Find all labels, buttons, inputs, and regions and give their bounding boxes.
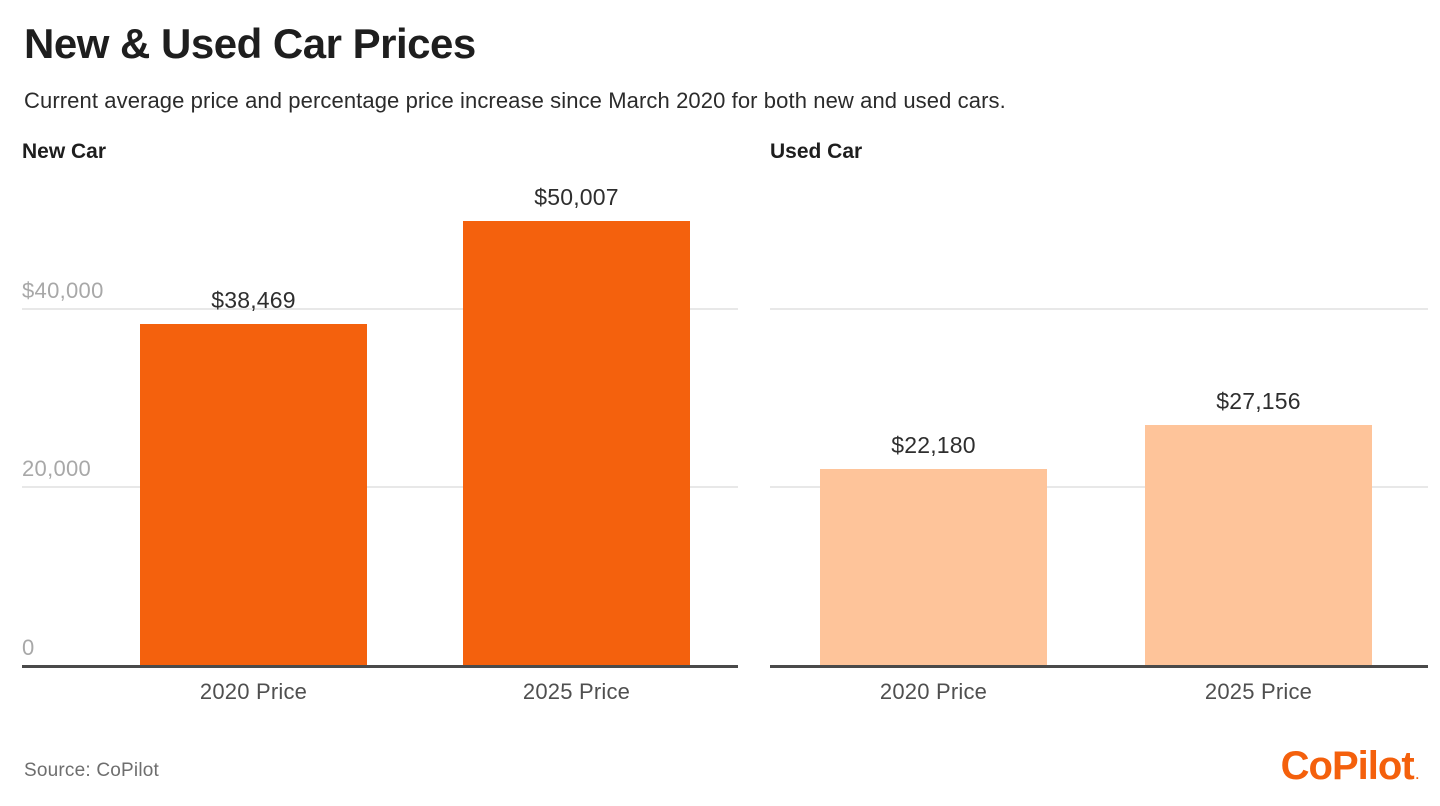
- copilot-logo-tm-dot: .: [1415, 768, 1420, 782]
- copilot-logo: CoPilot.: [1280, 744, 1420, 789]
- y-tick-label: 0: [22, 635, 35, 660]
- y-tick-label: 20,000: [22, 456, 92, 482]
- x-axis-label: 2020 Price: [199, 679, 308, 704]
- bar: [463, 221, 690, 667]
- source-note: Source: CoPilot: [24, 760, 160, 781]
- y-gridline: [770, 486, 1428, 489]
- page-subtitle: Current average price and percentage pri…: [24, 88, 1006, 113]
- page-title: New & Used Car Prices: [24, 20, 476, 67]
- chart-title-used-car: Used Car: [770, 140, 863, 163]
- x-axis-label: 2025 Price: [522, 679, 631, 704]
- bar-value-label: $22,180: [891, 432, 976, 458]
- bar: [140, 324, 367, 667]
- bar-value-label: $38,469: [211, 287, 296, 313]
- y-gridline: [22, 307, 738, 310]
- chart-panel-used-car: Used Car $22,180 2020 Price $27,156 2025 Pr…: [770, 140, 1428, 720]
- plot-area-used-car: $22,180 2020 Price $27,156 2025 Price: [770, 167, 1428, 704]
- y-tick-label: $40,000: [22, 277, 104, 303]
- x-axis-label: 2020 Price: [879, 679, 988, 704]
- bar: [820, 469, 1047, 667]
- y-gridline: [22, 486, 738, 489]
- axis-baseline: [22, 665, 738, 668]
- chart-title-new-car: New Car: [22, 140, 107, 163]
- axis-baseline: [770, 665, 1428, 668]
- x-axis-label: 2025 Price: [1204, 679, 1313, 704]
- bar-value-label: $27,156: [1216, 388, 1301, 414]
- bar: [1145, 425, 1372, 667]
- chart-panel-new-car: New Car $40,000 20,000 0 $38,469 2020 Price $…: [22, 140, 738, 720]
- bar-value-label: $50,007: [534, 184, 619, 210]
- copilot-logo-text: CoPilot: [1280, 744, 1415, 788]
- y-gridline: [770, 307, 1428, 310]
- plot-area-new-car: $40,000 20,000 0 $38,469 2020 Price $50,007 20…: [22, 167, 738, 704]
